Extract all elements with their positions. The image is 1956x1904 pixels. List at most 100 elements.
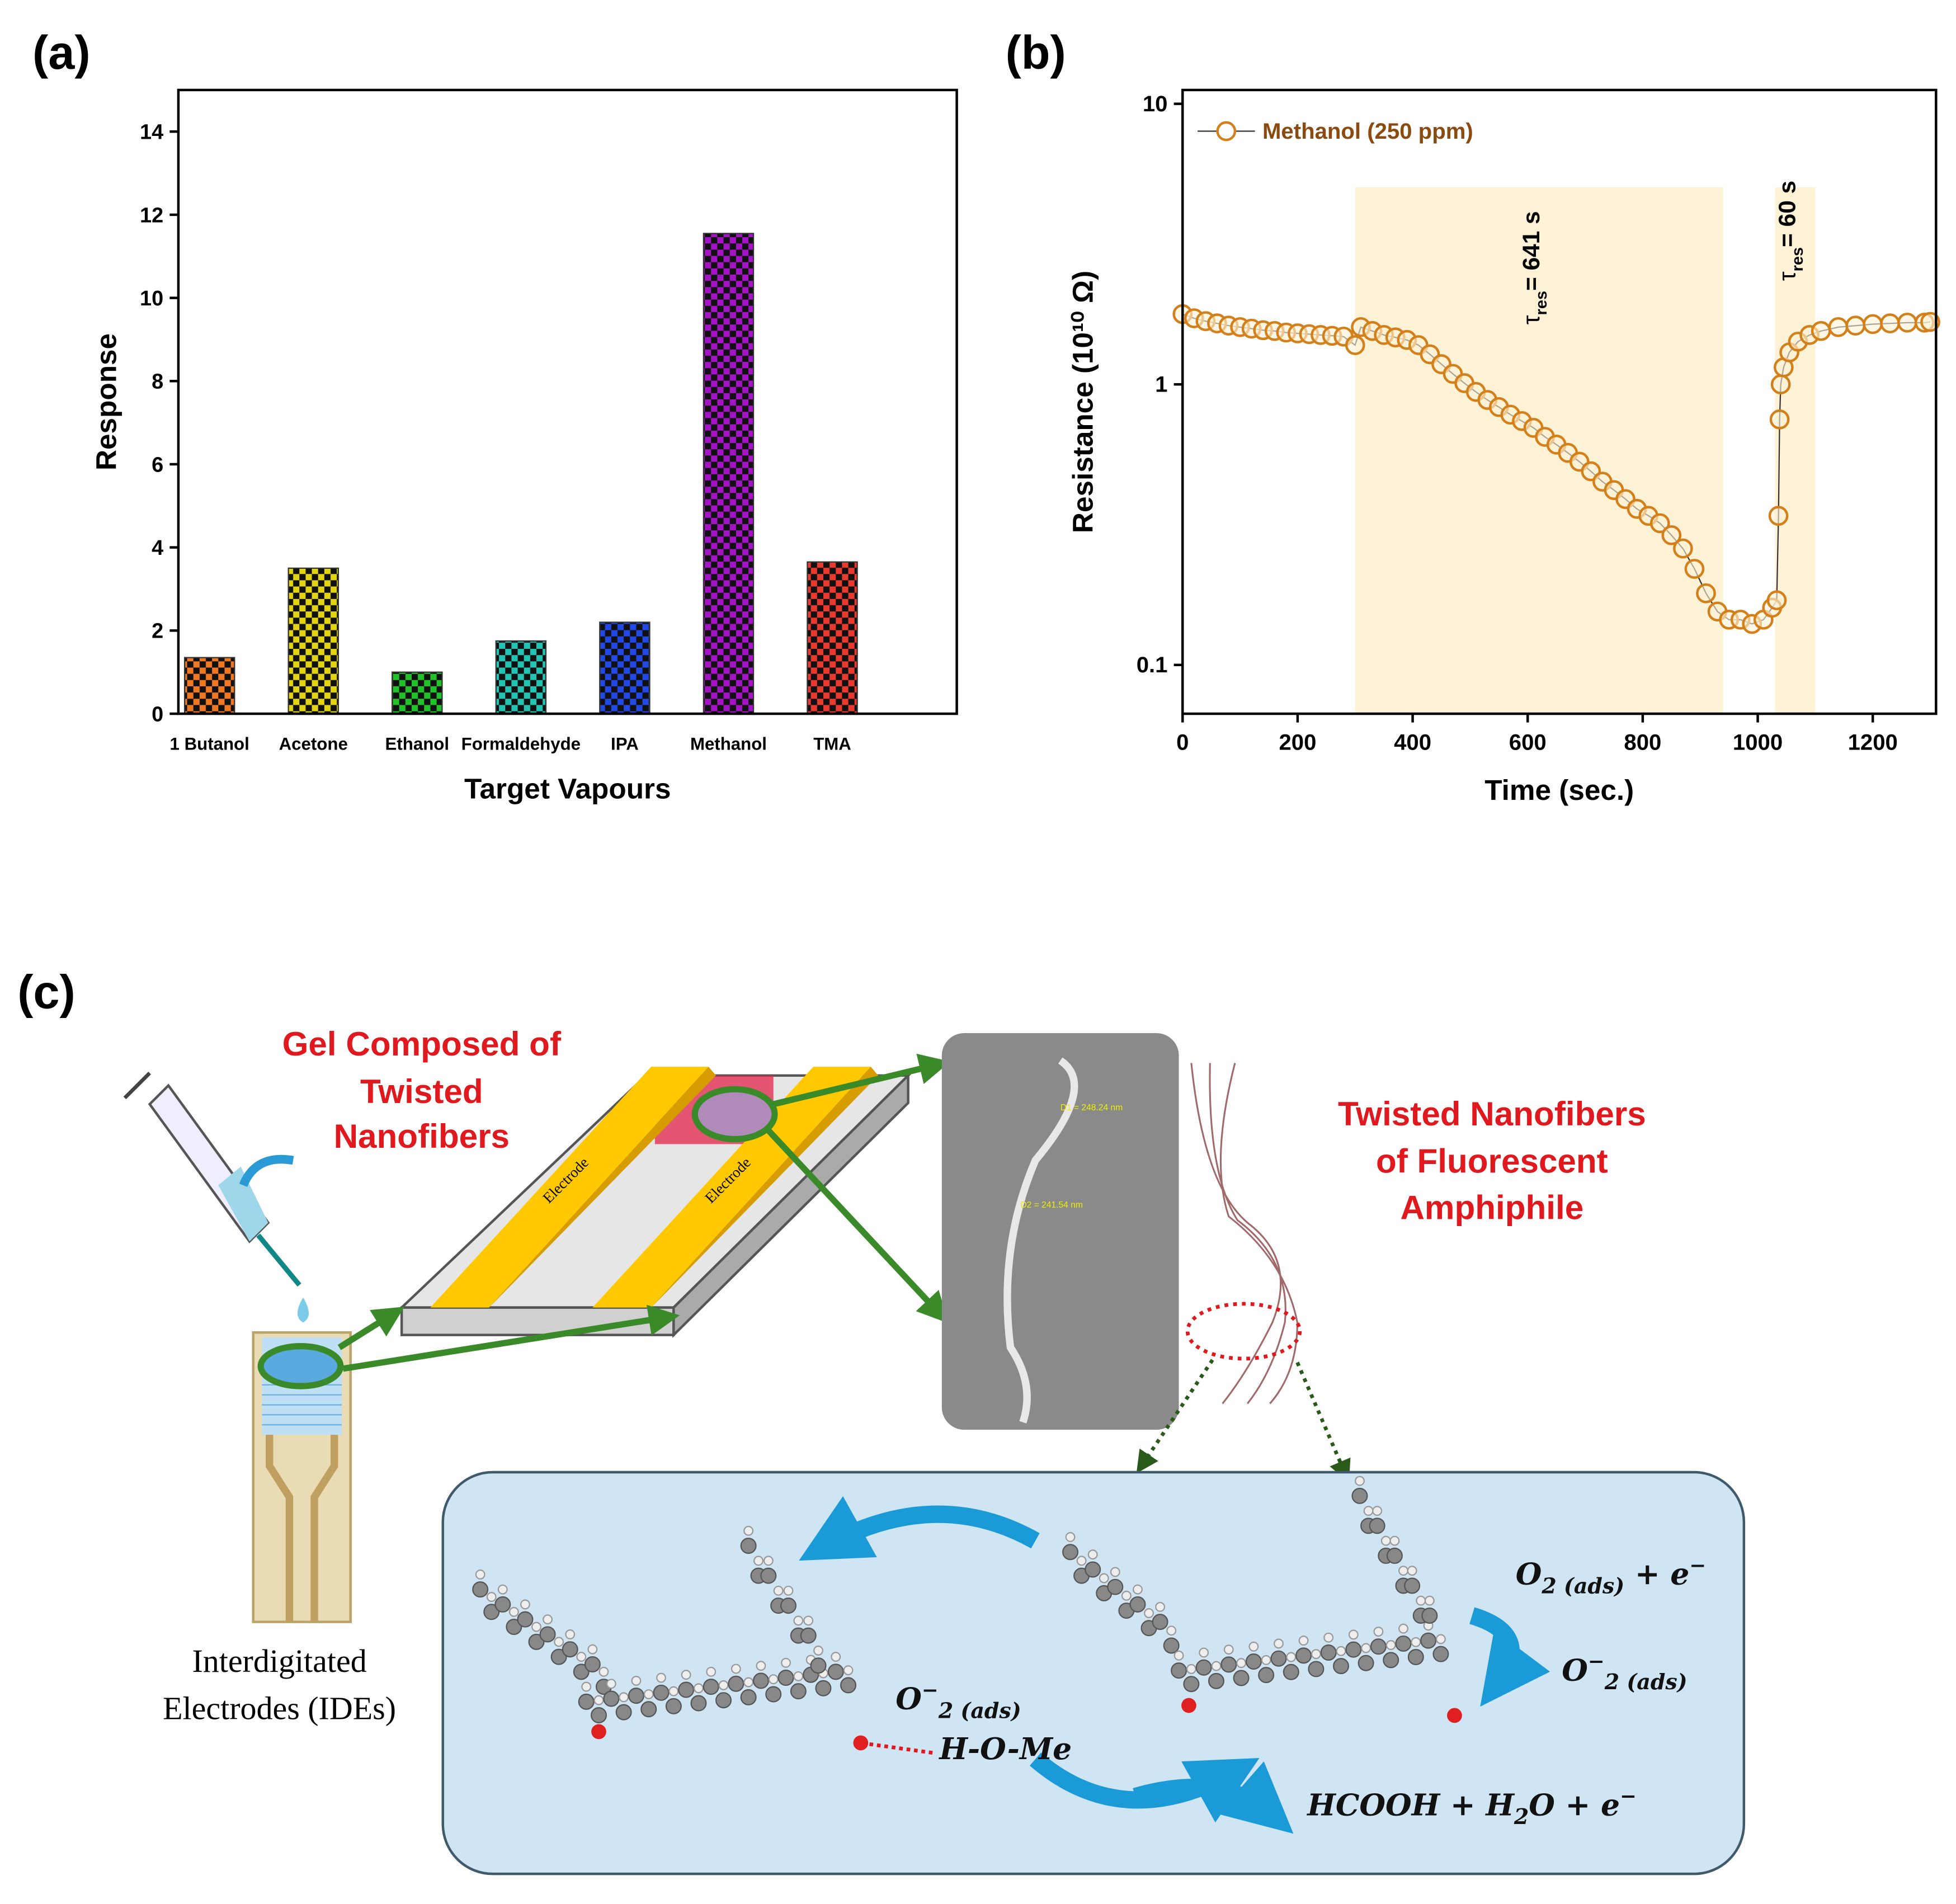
y-tick-label: 6 <box>152 453 163 477</box>
y-tick-label: 12 <box>140 204 163 227</box>
data-point <box>1649 513 1670 534</box>
highlight <box>1185 1302 1302 1361</box>
bar <box>807 561 858 715</box>
x-axis-label: Target Vapours <box>464 773 671 805</box>
shaded-region <box>1775 187 1816 714</box>
annotation-text: = 641 s <box>1518 211 1544 291</box>
data-point <box>1880 313 1900 333</box>
arrows <box>1136 1359 1351 1483</box>
bar <box>495 640 547 715</box>
data-point <box>1769 409 1790 430</box>
x-tick-label: Acetone <box>279 734 348 754</box>
plot-frame <box>177 88 958 715</box>
x-tick-label: Ethanol <box>385 734 449 754</box>
diagram: (c) Gel Composed of Twisted Nanofibers T… <box>17 965 1746 1875</box>
data-point <box>1897 312 1917 333</box>
arrows <box>799 1496 1550 1834</box>
bar <box>703 233 755 715</box>
equation: O−2 (ads) <box>895 1678 1021 1723</box>
x-tick-label: IPA <box>611 734 639 754</box>
data-point <box>1766 590 1787 611</box>
legend-label: Methanol (250 ppm) <box>1262 119 1473 144</box>
bar <box>392 671 443 715</box>
annotation: τres= 60 s <box>1774 181 1806 281</box>
x-tick-label: 800 <box>1624 730 1661 755</box>
data-point <box>1845 315 1866 336</box>
y-axis-label: Resistance (10¹⁰ Ω) <box>1067 271 1099 533</box>
y-tick-label: 0 <box>152 703 163 726</box>
bar <box>183 657 235 715</box>
panel-label: (a) <box>32 26 91 79</box>
y-axis-label: Response <box>90 333 122 470</box>
helix <box>1190 1063 1298 1405</box>
data-point <box>1661 525 1682 545</box>
x-tick-label: 0 <box>1176 730 1189 755</box>
y-tick-label: 0.1 <box>1137 652 1168 677</box>
data-point <box>1811 321 1831 341</box>
bar-chart: (a) 0 2 4 6 8 10 12 14 1 Butanol Acetone Ethanol For… <box>32 26 958 805</box>
nanofiber-label: of Fluorescent <box>1376 1142 1608 1180</box>
annotation-text: = 60 s <box>1774 181 1800 247</box>
ide-label: Interdigitated <box>192 1643 366 1679</box>
sem-label: D1 = 248.24 nm <box>1061 1103 1123 1113</box>
x-tick-label: 1 Butanol <box>170 734 249 754</box>
electrode-slab: Electrode Electrode <box>398 1067 912 1339</box>
data-point <box>1696 583 1716 604</box>
nanofiber-label: Twisted Nanofibers <box>1338 1095 1646 1133</box>
y-tick-label: 4 <box>152 536 163 560</box>
annotation-symbol: τ <box>1518 315 1544 324</box>
sem-label: D2 = 241.54 nm <box>1020 1200 1083 1210</box>
bar <box>287 567 339 715</box>
data-point <box>1920 312 1940 332</box>
y-tick-label: 8 <box>152 370 163 394</box>
annotation-symbol: τ <box>1774 271 1800 281</box>
gel-label: Nanofibers <box>334 1117 510 1155</box>
data-point <box>1770 374 1791 395</box>
x-tick-label: 200 <box>1279 730 1316 755</box>
arrows <box>337 1053 951 1372</box>
annotation-subscript: res <box>1789 247 1807 272</box>
ide-label: Electrodes (IDEs) <box>163 1690 396 1727</box>
hydrogen-bond-label: H-O-Me <box>938 1731 1072 1766</box>
y-tick-label: 2 <box>152 620 163 643</box>
sem-image <box>941 1033 1179 1430</box>
x-tick-label: Formaldehyde <box>461 734 581 754</box>
y-tick-label: 1 <box>1155 372 1167 397</box>
x-tick-label: 600 <box>1509 730 1547 755</box>
data-point <box>1684 559 1705 579</box>
molecules <box>472 1476 1462 1751</box>
bar <box>599 621 651 715</box>
data-point <box>1673 538 1693 559</box>
annotation: τres= 641 s <box>1518 211 1550 324</box>
ide-chip <box>252 1331 352 1623</box>
data-point <box>1345 335 1365 355</box>
y-tick-label: 14 <box>140 121 163 144</box>
y-tick-label: 10 <box>1143 91 1168 116</box>
panel-label: (b) <box>1006 26 1066 79</box>
panel-label: (c) <box>17 965 76 1018</box>
x-tick-label: TMA <box>813 734 851 754</box>
gel-label: Twisted <box>360 1072 483 1110</box>
equation: O2 (ads) + e− <box>1516 1553 1707 1598</box>
scatter-chart: (b)τres= 641 s τres= 60 s0 200 400 600 800 100… <box>1006 26 1940 806</box>
plot-frame <box>1181 88 1938 715</box>
y-tick-label: 10 <box>140 287 163 310</box>
x-tick-label: Methanol <box>690 734 767 754</box>
data-point <box>1863 314 1883 334</box>
legend-marker <box>1216 121 1237 142</box>
x-tick-label: 400 <box>1394 730 1431 755</box>
x-axis-label: Time (sec.) <box>1484 774 1634 806</box>
equation: HCOOH + H2O + e− <box>1306 1784 1637 1829</box>
data-point <box>1828 317 1849 337</box>
gel-label: Gel Composed of <box>282 1025 562 1063</box>
x-tick-label: 1000 <box>1733 730 1783 755</box>
data-point <box>1768 506 1789 526</box>
syringe <box>123 1071 309 1323</box>
equation: O−2 (ads) <box>1562 1649 1687 1694</box>
nanofiber-label: Amphiphile <box>1400 1188 1583 1226</box>
shaded-region <box>1355 187 1723 714</box>
x-tick-label: 1200 <box>1848 730 1898 755</box>
annotation-subscript: res <box>1533 291 1550 315</box>
